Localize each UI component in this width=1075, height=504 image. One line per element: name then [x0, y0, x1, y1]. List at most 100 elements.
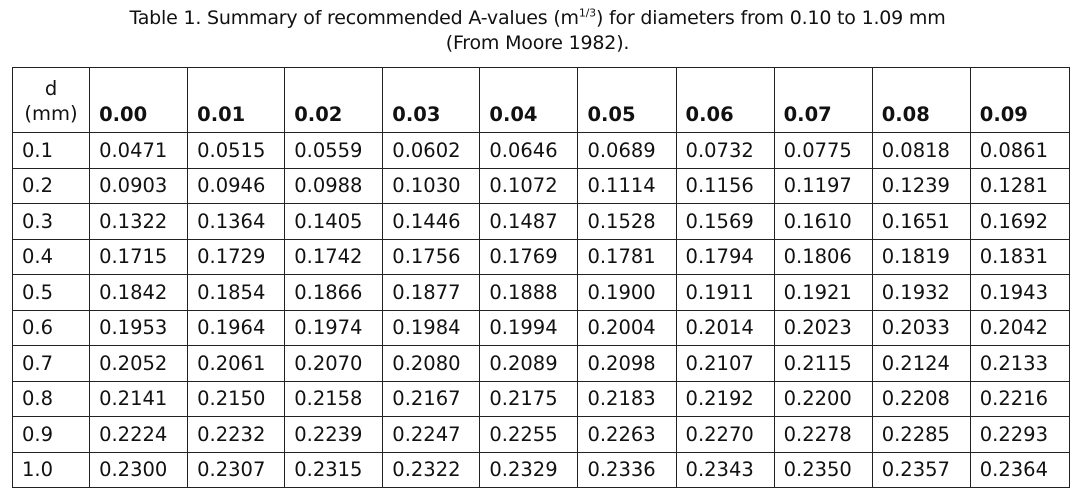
- a-value-cell: 0.0988: [284, 167, 384, 204]
- table-row: 0.1 0.0471 0.0515 0.0559 0.0602 0.0646 0.0689 0…: [11, 132, 1071, 169]
- a-value-cell: 0.2216: [969, 380, 1071, 417]
- a-value-cell: 0.1900: [577, 274, 677, 311]
- a-value-cell: 0.1756: [382, 238, 481, 275]
- a-value-cell: 0.2336: [577, 451, 677, 488]
- a-value-cell: 0.1953: [89, 309, 189, 346]
- a-value-cell: 0.2098: [577, 345, 677, 382]
- table-row: 0.9 0.2224 0.2232 0.2239 0.2247 0.2255 0.2263 0…: [11, 416, 1071, 453]
- column-header: 0.07: [773, 67, 873, 133]
- a-value-cell: 0.0861: [969, 132, 1071, 169]
- column-header: 0.06: [675, 67, 775, 133]
- a-value-cell: 0.2052: [89, 345, 189, 382]
- a-value-cell: 0.2175: [479, 380, 579, 417]
- a-value-cell: 0.2208: [871, 380, 971, 417]
- a-value-cell: 0.2141: [89, 380, 189, 417]
- a-value-cell: 0.1943: [969, 274, 1071, 311]
- a-value-cell: 0.0689: [577, 132, 677, 169]
- a-value-cell: 0.1769: [479, 238, 579, 275]
- table-row: 0.2 0.0903 0.0946 0.0988 0.1030 0.1072 0.1114 0…: [11, 167, 1071, 204]
- a-value-cell: 0.2115: [773, 345, 873, 382]
- column-header: 0.02: [284, 67, 384, 133]
- a-value-cell: 0.0602: [382, 132, 481, 169]
- caption-text-start: Table 1. Summary of recommended A-values…: [129, 7, 579, 29]
- a-value-cell: 0.1528: [577, 203, 677, 240]
- a-value-cell: 0.1072: [479, 167, 579, 204]
- a-value-cell: 0.1569: [675, 203, 775, 240]
- a-value-cell: 0.1819: [871, 238, 971, 275]
- a-value-cell: 0.2239: [284, 416, 384, 453]
- a-value-cell: 0.2329: [479, 451, 579, 488]
- header-row: d (mm) 0.00 0.01 0.02 0.03 0.04 0.05 0.0…: [11, 67, 1071, 133]
- a-value-cell: 0.0515: [187, 132, 286, 169]
- table-row: 0.6 0.1953 0.1964 0.1974 0.1984 0.1994 0.2004 0…: [11, 309, 1071, 346]
- diameter-cell: 0.2: [11, 167, 91, 204]
- caption-exponent: 1/3: [578, 6, 596, 20]
- table-row: 1.0 0.2300 0.2307 0.2315 0.2322 0.2329 0.2336 0…: [11, 451, 1071, 488]
- a-value-cell: 0.1322: [89, 203, 189, 240]
- table-row: 0.8 0.2141 0.2150 0.2158 0.2167 0.2175 0.2183 0…: [11, 380, 1071, 417]
- a-value-cell: 0.2357: [871, 451, 971, 488]
- a-value-cell: 0.1964: [187, 309, 286, 346]
- a-value-cell: 0.2247: [382, 416, 481, 453]
- a-value-cell: 0.2322: [382, 451, 481, 488]
- a-value-cell: 0.1842: [89, 274, 189, 311]
- a-value-cell: 0.2200: [773, 380, 873, 417]
- a-value-cell: 0.0732: [675, 132, 775, 169]
- a-value-cell: 0.2089: [479, 345, 579, 382]
- a-value-cell: 0.1692: [969, 203, 1071, 240]
- a-value-cell: 0.2278: [773, 416, 873, 453]
- a-value-cell: 0.1806: [773, 238, 873, 275]
- a-value-cell: 0.2343: [675, 451, 775, 488]
- a-value-cell: 0.2255: [479, 416, 579, 453]
- column-header: 0.09: [969, 67, 1071, 133]
- column-header: 0.03: [382, 67, 481, 133]
- a-value-cell: 0.2014: [675, 309, 775, 346]
- corner-header-line-2: (mm): [24, 102, 78, 125]
- a-value-cell: 0.1364: [187, 203, 286, 240]
- a-value-cell: 0.1911: [675, 274, 775, 311]
- caption-line-2: (From Moore 1982).: [445, 32, 630, 54]
- a-value-cell: 0.1921: [773, 274, 873, 311]
- a-value-cell: 0.2183: [577, 380, 677, 417]
- a-value-cell: 0.2124: [871, 345, 971, 382]
- a-value-cell: 0.2350: [773, 451, 873, 488]
- a-value-cell: 0.2070: [284, 345, 384, 382]
- a-value-cell: 0.1030: [382, 167, 481, 204]
- a-value-cell: 0.1239: [871, 167, 971, 204]
- a-value-cell: 0.1114: [577, 167, 677, 204]
- a-value-cell: 0.1651: [871, 203, 971, 240]
- a-value-cell: 0.2133: [969, 345, 1071, 382]
- a-value-cell: 0.0471: [89, 132, 189, 169]
- a-value-cell: 0.1831: [969, 238, 1071, 275]
- a-value-cell: 0.2293: [969, 416, 1071, 453]
- a-value-cell: 0.1794: [675, 238, 775, 275]
- a-value-cell: 0.1984: [382, 309, 481, 346]
- a-value-cell: 0.1487: [479, 203, 579, 240]
- table-row: 0.7 0.2052 0.2061 0.2070 0.2080 0.2089 0.2098 0…: [11, 345, 1071, 382]
- a-value-cell: 0.2061: [187, 345, 286, 382]
- a-value-cell: 0.2232: [187, 416, 286, 453]
- a-value-cell: 0.0946: [187, 167, 286, 204]
- a-value-cell: 0.0646: [479, 132, 579, 169]
- diameter-cell: 0.6: [11, 309, 91, 346]
- diameter-cell: 0.5: [11, 274, 91, 311]
- a-value-cell: 0.2285: [871, 416, 971, 453]
- diameter-cell: 0.9: [11, 416, 91, 453]
- a-value-cell: 0.2224: [89, 416, 189, 453]
- a-value-cell: 0.2315: [284, 451, 384, 488]
- corner-header: d (mm): [11, 67, 91, 133]
- table-body: 0.1 0.0471 0.0515 0.0559 0.0602 0.0646 0.0689 0…: [11, 132, 1071, 488]
- a-value-cell: 0.2023: [773, 309, 873, 346]
- a-value-cell: 0.1877: [382, 274, 481, 311]
- a-value-cell: 0.2192: [675, 380, 775, 417]
- a-value-cell: 0.1281: [969, 167, 1071, 204]
- diameter-cell: 0.1: [11, 132, 91, 169]
- a-value-cell: 0.1610: [773, 203, 873, 240]
- a-values-table: d (mm) 0.00 0.01 0.02 0.03 0.04 0.05 0.0…: [11, 67, 1071, 488]
- a-value-cell: 0.2080: [382, 345, 481, 382]
- a-value-cell: 0.0775: [773, 132, 873, 169]
- a-value-cell: 0.1888: [479, 274, 579, 311]
- a-value-cell: 0.2263: [577, 416, 677, 453]
- a-value-cell: 0.1854: [187, 274, 286, 311]
- a-value-cell: 0.1156: [675, 167, 775, 204]
